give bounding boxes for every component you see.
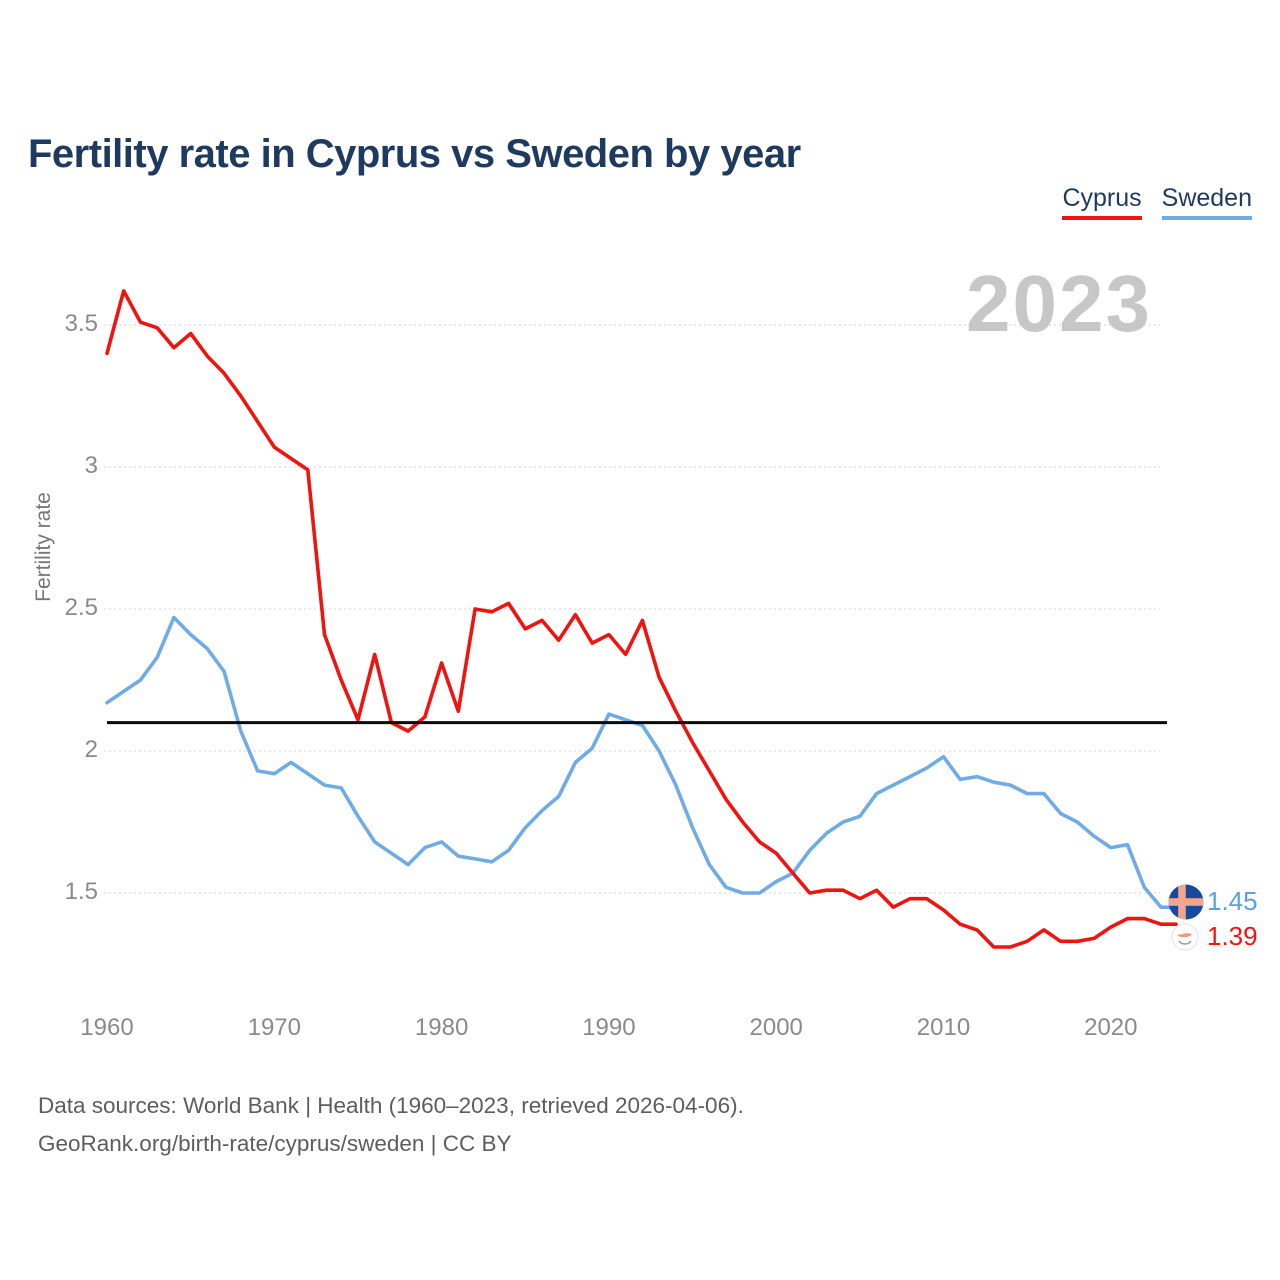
cyprus-end-value: 1.39 bbox=[1207, 921, 1258, 951]
y-tick-2: 2 bbox=[84, 735, 98, 763]
cyprus-island-shape bbox=[1177, 933, 1192, 938]
y-axis-title: Fertility rate bbox=[32, 492, 55, 602]
page-title: Fertility rate in Cyprus vs Sweden by ye… bbox=[28, 131, 801, 176]
chart-legend: Cyprus Sweden bbox=[1062, 184, 1252, 220]
x-tick-2000: 2000 bbox=[749, 1014, 803, 1041]
x-tick-1980: 1980 bbox=[414, 1014, 469, 1041]
cyprus-flag-icon bbox=[1171, 923, 1199, 951]
y-tick-3.5: 3.5 bbox=[64, 309, 98, 337]
legend-label-sweden: Sweden bbox=[1161, 184, 1252, 212]
footer-sources-line: Data sources: World Bank | Health (1960–… bbox=[38, 1093, 744, 1118]
y-tick-3: 3 bbox=[84, 451, 98, 479]
x-tick-1960: 1960 bbox=[80, 1014, 134, 1041]
footer-attribution-line: GeoRank.org/birth-rate/cyprus/sweden | C… bbox=[38, 1131, 512, 1156]
legend-label-cyprus: Cyprus bbox=[1062, 184, 1142, 212]
x-tick-2020: 2020 bbox=[1084, 1014, 1138, 1041]
sweden-line bbox=[105, 615, 1171, 910]
sweden-end-value: 1.45 bbox=[1207, 886, 1258, 916]
y-tick-1.5: 1.5 bbox=[64, 877, 98, 905]
x-tick-1990: 1990 bbox=[582, 1014, 636, 1041]
legend-item-cyprus[interactable]: Cyprus bbox=[1062, 184, 1142, 220]
y-tick-2.5: 2.5 bbox=[64, 593, 98, 621]
x-tick-1970: 1970 bbox=[247, 1014, 301, 1041]
legend-item-sweden[interactable]: Sweden bbox=[1161, 184, 1252, 220]
olive-branches-shape bbox=[1178, 940, 1192, 945]
cyprus-line bbox=[105, 289, 1178, 949]
x-tick-2010: 2010 bbox=[916, 1014, 971, 1041]
footer: Data sources: World Bank | Health (1960–… bbox=[38, 1087, 744, 1163]
year-watermark: 2023 bbox=[966, 259, 1152, 348]
sweden-flag-icon bbox=[1168, 884, 1204, 920]
